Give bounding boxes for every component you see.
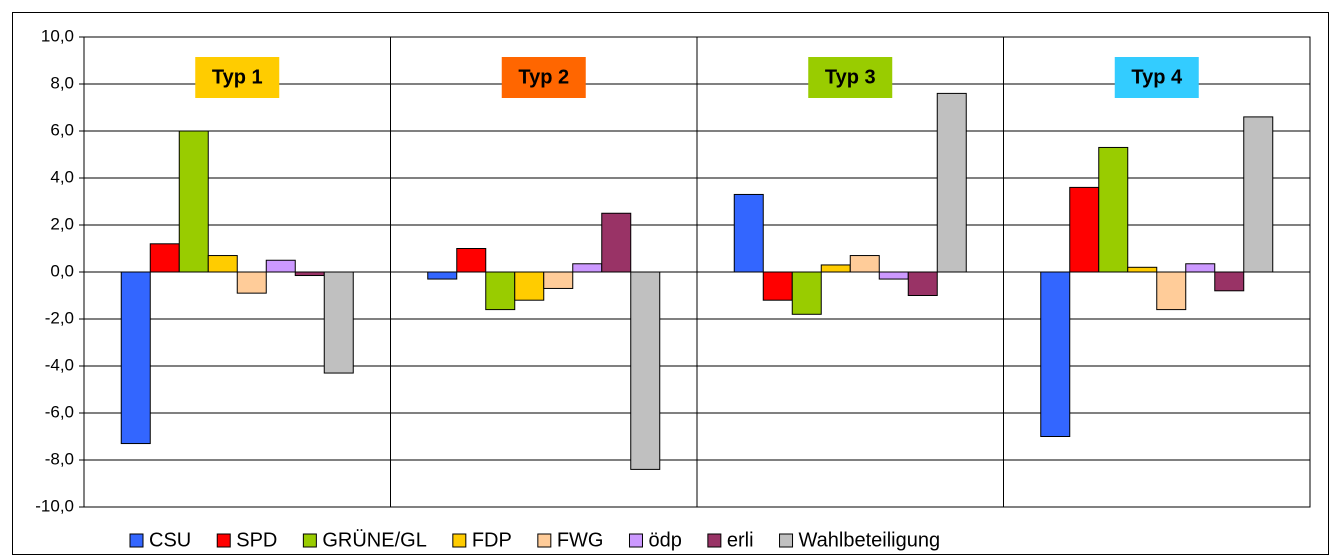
bar xyxy=(149,243,180,273)
legend-swatch xyxy=(628,533,643,548)
bar xyxy=(543,271,574,289)
bar xyxy=(323,271,354,374)
legend-swatch xyxy=(129,533,144,548)
y-tick-label: 6,0 xyxy=(50,120,74,139)
legend-label: Wahlbeteiligung xyxy=(799,529,941,551)
bar xyxy=(485,271,516,311)
category-label: Typ 1 xyxy=(212,66,263,88)
category-label-box xyxy=(501,57,586,98)
legend-swatch xyxy=(216,533,231,548)
bar xyxy=(1098,146,1129,273)
y-tick-label: 10,0 xyxy=(41,26,74,45)
legend-label: FDP xyxy=(472,529,512,551)
category-label: Typ 4 xyxy=(1131,66,1183,88)
bar xyxy=(1040,271,1071,437)
bar xyxy=(630,271,661,470)
bar xyxy=(236,271,267,294)
legend-label: GRÜNE/GL xyxy=(322,529,426,551)
bar xyxy=(733,193,764,273)
y-tick-label: -8,0 xyxy=(45,449,74,468)
bar xyxy=(907,271,938,296)
bar xyxy=(601,212,632,273)
bar xyxy=(849,255,880,273)
legend-swatch xyxy=(537,533,552,548)
legend-label: FWG xyxy=(557,529,604,551)
legend-swatch xyxy=(452,533,467,548)
legend-label: CSU xyxy=(149,529,191,551)
y-tick-label: -6,0 xyxy=(45,402,74,421)
bar xyxy=(178,130,209,273)
bar xyxy=(1214,271,1245,292)
bar xyxy=(1243,116,1274,273)
bar xyxy=(1127,266,1158,273)
bar xyxy=(265,259,296,273)
bar xyxy=(1156,271,1187,311)
bar xyxy=(1185,263,1216,273)
category-label: Typ 3 xyxy=(825,66,876,88)
legend-label: SPD xyxy=(236,529,277,551)
y-tick-label: 4,0 xyxy=(50,167,74,186)
bar xyxy=(427,271,458,280)
legend-label: erli xyxy=(727,529,754,551)
category-label-box xyxy=(808,57,893,98)
y-tick-label: -4,0 xyxy=(45,355,74,374)
bar xyxy=(207,255,238,273)
bar xyxy=(456,248,487,273)
bar xyxy=(791,271,822,315)
bar xyxy=(120,271,151,445)
y-tick-label: -2,0 xyxy=(45,308,74,327)
bar xyxy=(878,271,909,280)
legend-swatch xyxy=(707,533,722,548)
legend-swatch xyxy=(779,533,794,548)
bar xyxy=(936,92,967,273)
category-label-box xyxy=(1114,57,1199,98)
bar xyxy=(762,271,793,301)
y-tick-label: 2,0 xyxy=(50,214,74,233)
legend-label: ödp xyxy=(648,529,681,551)
bar xyxy=(820,264,851,273)
bar xyxy=(294,271,325,277)
category-label-box xyxy=(195,57,280,98)
bar xyxy=(1069,186,1100,273)
y-tick-label: -10,0 xyxy=(35,496,74,515)
category-label: Typ 2 xyxy=(518,66,569,88)
bar xyxy=(514,271,545,301)
bar xyxy=(572,263,603,273)
y-tick-label: 8,0 xyxy=(50,73,74,92)
legend-swatch xyxy=(302,533,317,548)
y-tick-label: 0,0 xyxy=(50,261,74,280)
